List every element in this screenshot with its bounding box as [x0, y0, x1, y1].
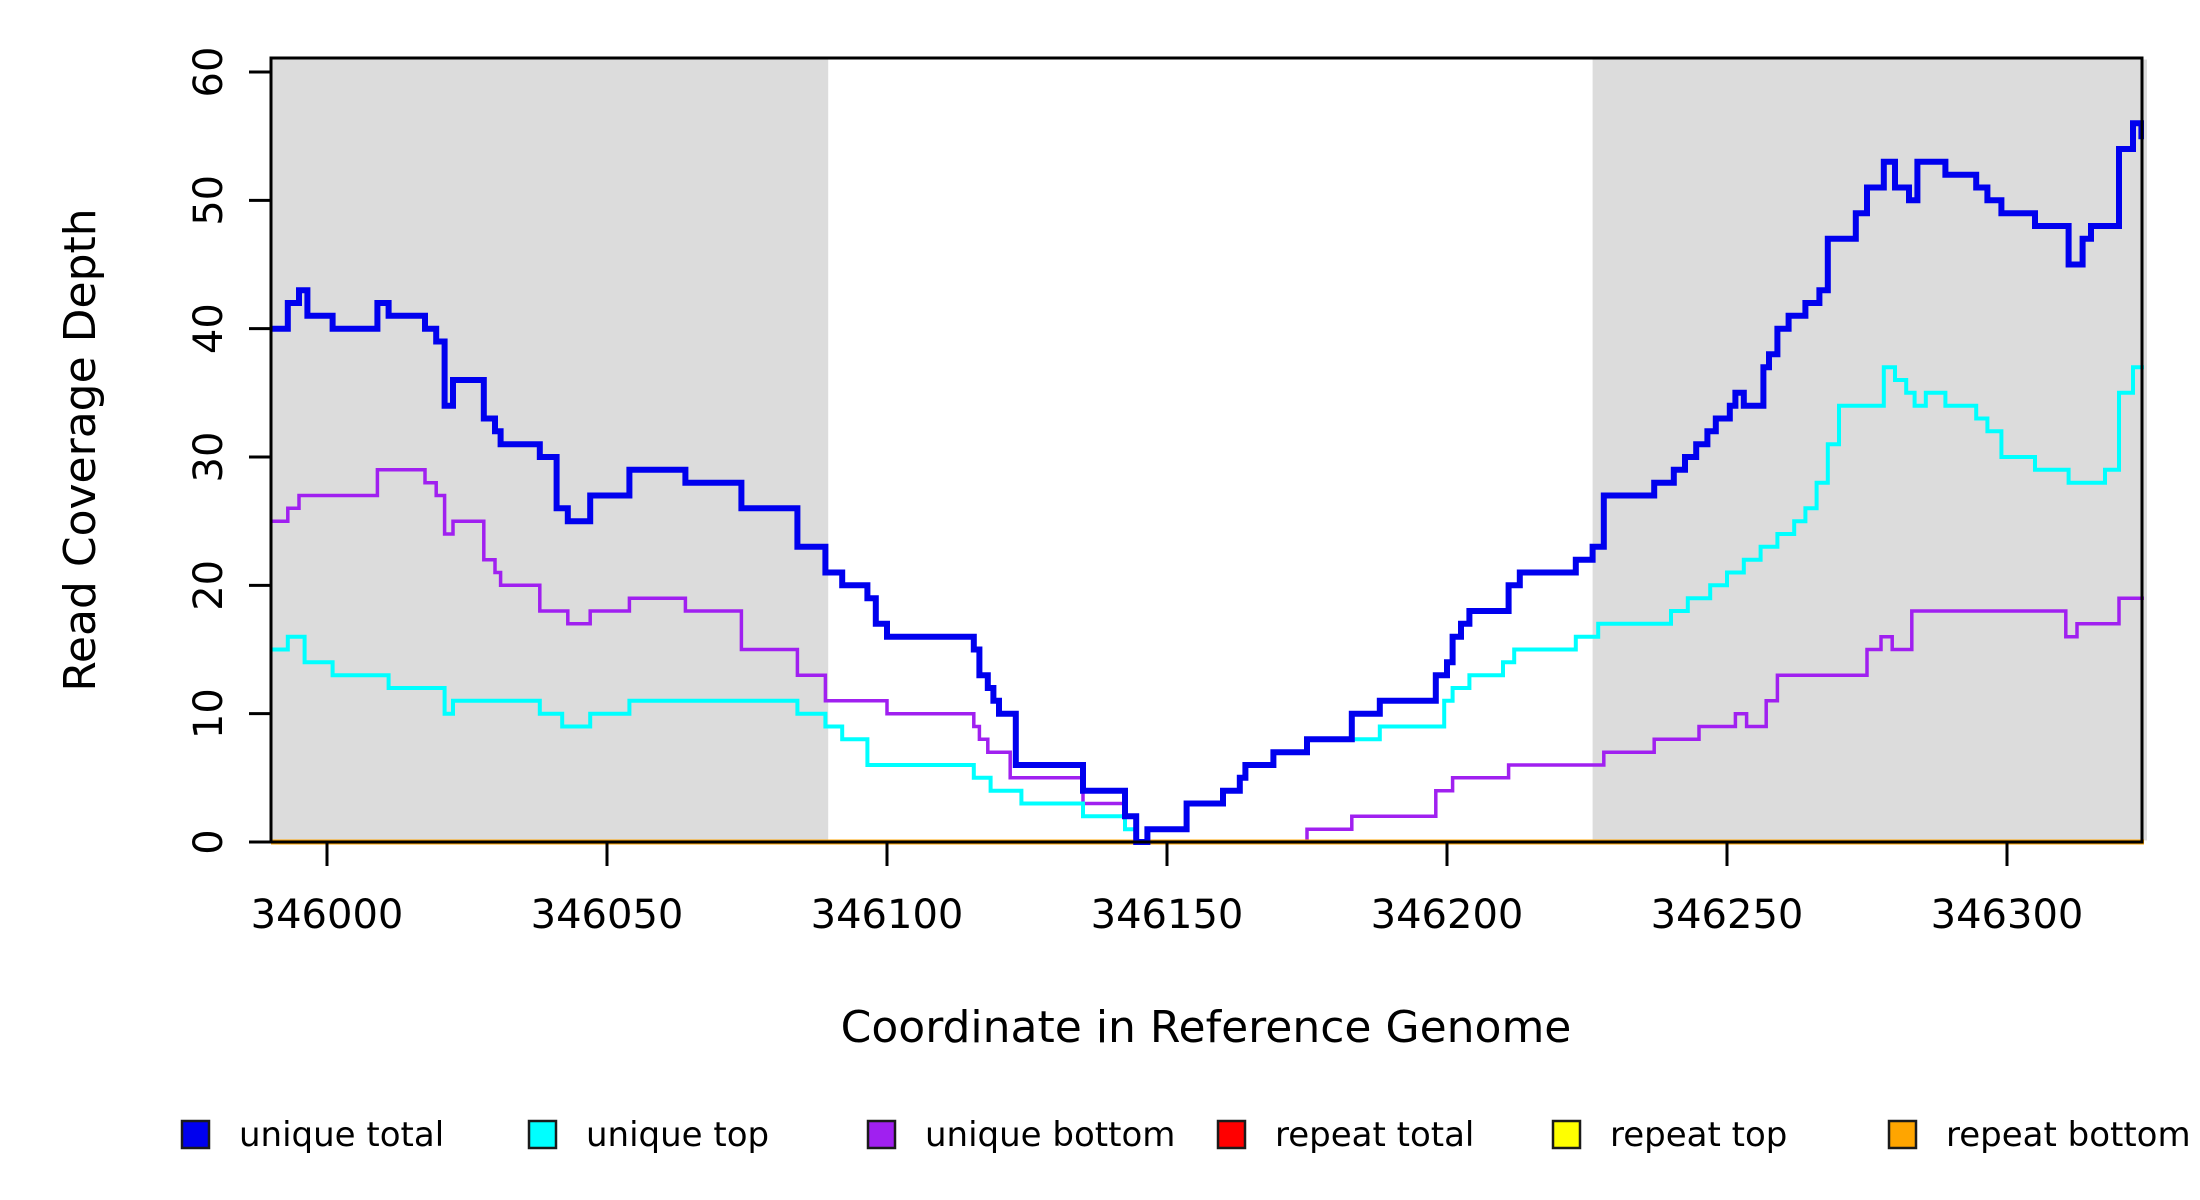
- y-axis-ticks-group: 0 10 20 30 40 50 60: [186, 47, 271, 855]
- legend: unique total unique top unique bottom repea…: [180, 1115, 2191, 1155]
- legend-item-unique-total: unique total: [180, 1115, 444, 1155]
- y-tick-label: 20: [186, 560, 232, 611]
- legend-item-label: repeat top: [1610, 1115, 1787, 1155]
- legend-swatch-unique-top: [527, 1119, 558, 1150]
- series-line-unique-total: [271, 120, 2144, 845]
- legend-swatch-unique-total: [180, 1119, 211, 1150]
- x-axis-ticks-group: 346000 346050 346100 346150 346200 346250 3463…: [251, 842, 2084, 938]
- x-tick-label: 346150: [1091, 892, 1244, 938]
- legend-item-label: unique total: [239, 1115, 444, 1155]
- y-tick-label: 40: [186, 303, 232, 354]
- series-line-unique-bottom: [271, 468, 2144, 844]
- legend-swatch-repeat-total: [1216, 1119, 1247, 1150]
- x-axis-title: Coordinate in Reference Genome: [841, 1002, 1572, 1053]
- legend-item-unique-top: unique top: [527, 1115, 769, 1155]
- shaded-regions-group: [271, 59, 2147, 841]
- x-tick-label: 346000: [251, 892, 404, 938]
- y-tick-label: 0: [186, 829, 232, 854]
- legend-swatch-repeat-bottom: [1887, 1119, 1918, 1150]
- legend-item-label: repeat bottom: [1946, 1115, 2191, 1155]
- legend-swatch-repeat-top: [1551, 1119, 1582, 1150]
- legend-item-label: repeat total: [1275, 1115, 1474, 1155]
- x-tick-label: 346250: [1651, 892, 1804, 938]
- legend-item-repeat-total: repeat total: [1216, 1115, 1474, 1155]
- legend-item-label: unique top: [586, 1115, 769, 1155]
- y-tick-label: 60: [186, 47, 232, 98]
- x-tick-label: 346050: [531, 892, 684, 938]
- shaded-region-2: [1592, 59, 2147, 841]
- legend-item-repeat-top: repeat top: [1551, 1115, 1787, 1155]
- legend-item-unique-bottom: unique bottom: [866, 1115, 1175, 1155]
- legend-item-repeat-bottom: repeat bottom: [1887, 1115, 2191, 1155]
- y-tick-label: 10: [186, 688, 232, 739]
- series-line-unique-top: [271, 365, 2144, 844]
- y-tick-label: 50: [186, 175, 232, 226]
- plot-border: [269, 56, 2144, 844]
- legend-swatch-unique-bottom: [866, 1119, 897, 1150]
- x-tick-label: 346300: [1931, 892, 2084, 938]
- x-tick-label: 346200: [1371, 892, 1524, 938]
- x-tick-label: 346100: [811, 892, 964, 938]
- y-tick-label: 30: [186, 432, 232, 483]
- shaded-region-1: [271, 59, 829, 841]
- legend-item-label: unique bottom: [925, 1115, 1175, 1155]
- y-axis-title: Read Coverage Depth: [55, 208, 106, 691]
